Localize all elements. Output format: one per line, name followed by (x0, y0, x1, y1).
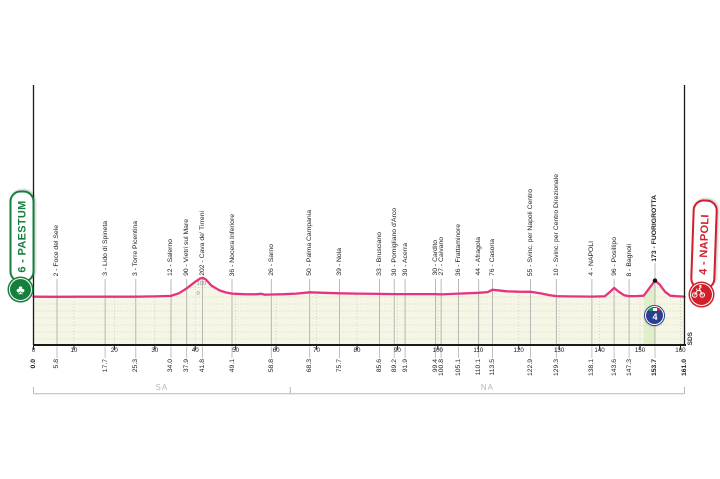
waypoint-label: 96 - Posillipo (610, 237, 618, 276)
km-value: 161.0 (681, 359, 688, 377)
km-value: 122.9 (526, 359, 534, 377)
km-value: 91.9 (401, 359, 409, 373)
axis-tick-label: 130 (553, 346, 565, 354)
km-value: 75.7 (336, 359, 344, 373)
waypoint-label: 27 - Caivano (437, 237, 445, 276)
axis-tick-label: 110 (473, 346, 484, 354)
elevation-scale-label: 100 (196, 281, 207, 288)
italy-flag-band-icon (649, 308, 661, 311)
waypoint-label: 3 - Lido di Spineta (101, 221, 109, 276)
province-label: SA (155, 382, 169, 392)
km-value: 100.8 (437, 359, 445, 377)
axis-tick-label: 100 (432, 346, 443, 354)
km-value: 138.1 (588, 359, 596, 377)
km-value: 25.3 (132, 359, 140, 373)
axis-tick-label: 150 (634, 346, 646, 354)
waypoint-label: 36 - Frattaminore (454, 223, 462, 276)
start-badge-label: 6 - PAESTUM (16, 200, 28, 273)
km-value: 34.0 (167, 359, 175, 373)
axis-tick-label: 40 (191, 346, 199, 354)
waypoint-label: 10 - Svinc. per Centro Direzionale (552, 174, 560, 276)
start-badge: 6 - PAESTUM (9, 190, 35, 283)
km-value: 68.3 (306, 359, 314, 373)
cyclist-icon (690, 283, 713, 306)
km-value: 17.7 (101, 359, 109, 373)
waypoint-label: 55 - Svinc. per Napoli Centro (526, 188, 534, 276)
axis-tick-label: 140 (594, 346, 605, 354)
waypoint-label: 44 - Afragola (475, 237, 483, 276)
km-value: 105.1 (454, 359, 462, 377)
elevation-line (32, 276, 686, 298)
waypoint-label: 173 - FUORIGROTTA (651, 195, 659, 262)
province-label: NA (480, 382, 494, 392)
axis-tick-label: 10 (70, 346, 78, 354)
km-value: 58.8 (267, 359, 275, 373)
finish-badge-label: 4 - NAPOLI (696, 214, 712, 275)
clover-icon: ♣ (9, 278, 32, 301)
axis-tick-label: 120 (513, 346, 524, 354)
elevation-area (33, 277, 685, 344)
axis-tick-label: 20 (110, 346, 118, 354)
km-value: 0.0 (30, 359, 37, 369)
summit-dot (652, 278, 658, 283)
waypoint-label: 8 - Bagnoli (625, 243, 633, 277)
climb-category-number: 4 (652, 312, 658, 322)
axis-tick-label: 160 (675, 346, 686, 354)
cyclist-glyph (692, 284, 705, 298)
waypoint-label: 2 - Foce del Sele (53, 224, 61, 276)
km-value: 49.1 (228, 359, 236, 373)
category-4-climb-icon: 4 (645, 306, 665, 325)
elevation-scale-label: 0 (196, 290, 200, 297)
km-value: 129.3 (552, 359, 560, 377)
axis-tick-label: 90 (393, 346, 401, 354)
axis-tick-label: 60 (272, 346, 280, 354)
km-value: 85.6 (376, 359, 384, 373)
finish-badge: 4 - NAPOLI (689, 199, 719, 290)
waypoint-label: 12 - Salerno (167, 238, 175, 276)
waypoint-label: 76 - Casoria (488, 238, 496, 276)
waypoint-label: 3 - Torre Picentina (132, 220, 140, 276)
axis-tick-label: 50 (232, 346, 240, 354)
km-value: 153.7 (651, 359, 659, 377)
waypoint-label: 90 - Vietri sul Mare (183, 219, 191, 276)
km-value: 89.2 (390, 359, 398, 373)
waypoint-label: 50 - Palma Campania (306, 210, 314, 276)
km-value: 147.3 (625, 359, 633, 377)
axis-tick-label: 0 (31, 346, 36, 354)
axis-tick-label: 70 (313, 346, 320, 354)
waypoint-label: 36 - Nocera Inferiore (228, 213, 236, 276)
axis-tick-label: 30 (151, 346, 159, 354)
km-value: 143.6 (610, 359, 618, 377)
waypoint-label: 30 - Acerra (401, 242, 409, 276)
waypoint-label: 30 - Pomigliano d'Arco (390, 207, 398, 276)
axis-tick-label: 80 (353, 346, 361, 354)
km-value: 37.9 (183, 359, 191, 373)
finish-area-code: SDS (687, 331, 694, 345)
waypoint-label: 202 - Cava de' Tirreni (199, 211, 207, 276)
km-value: 5.8 (53, 359, 61, 369)
km-value: 110.1 (475, 359, 483, 376)
waypoint-label: 39 - Nola (336, 248, 344, 276)
km-value: 41.8 (199, 359, 207, 373)
waypoint-label: 26 - Sarno (267, 244, 275, 276)
km-value: 113.5 (488, 359, 496, 376)
waypoint-label: 4 - NAPOLI (588, 241, 596, 276)
waypoint-label: 33 - Brusciano (376, 232, 384, 276)
